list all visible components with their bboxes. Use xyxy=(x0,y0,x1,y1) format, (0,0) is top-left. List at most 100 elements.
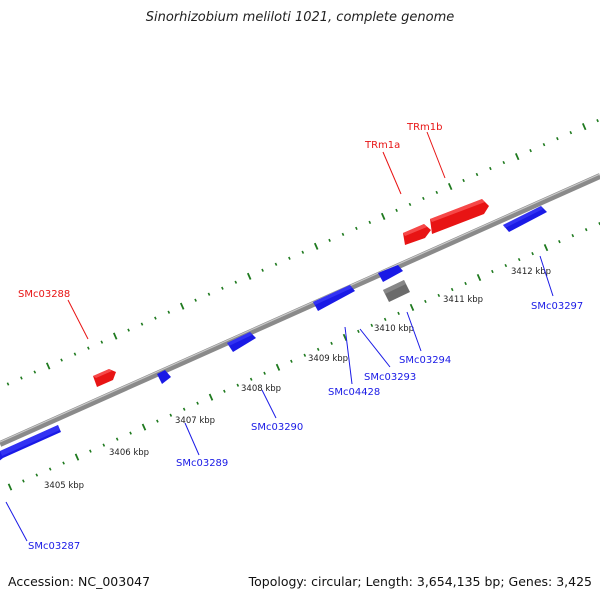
gene-feature-trm1a[interactable] xyxy=(403,224,431,245)
ruler-tick-track xyxy=(7,222,600,491)
leader-trm1b xyxy=(426,131,446,179)
tick-mark xyxy=(89,449,92,453)
tick-mark xyxy=(74,453,80,461)
tick-mark xyxy=(462,178,465,183)
ruler-label: 3407 kbp xyxy=(175,416,215,426)
ruler-label: 3408 kbp xyxy=(241,384,281,394)
tick-mark xyxy=(476,273,482,282)
tick-mark xyxy=(447,182,453,191)
tick-mark xyxy=(167,310,171,314)
tick-mark xyxy=(87,346,90,350)
tick-mark xyxy=(115,437,119,441)
ruler-label: 3410 kbp xyxy=(374,324,414,334)
gene-feature-smc03294[interactable] xyxy=(378,265,403,282)
tick-mark xyxy=(301,250,305,254)
gene-feature-smc03288[interactable] xyxy=(93,369,116,387)
gene-label-smc03288[interactable]: SMc03288 xyxy=(18,289,70,300)
tick-mark xyxy=(542,142,546,147)
genome-backbone xyxy=(0,173,600,447)
tick-mark xyxy=(558,239,561,244)
tick-mark xyxy=(45,362,51,370)
tick-mark xyxy=(475,172,479,177)
tick-mark xyxy=(234,280,238,284)
gene-label-trm1a[interactable]: TRm1a xyxy=(364,140,400,151)
tick-mark xyxy=(196,401,199,405)
tick-mark xyxy=(596,119,599,123)
tick-mark xyxy=(60,358,63,362)
tick-mark xyxy=(73,352,77,356)
gene-label-smc03290[interactable]: SMc03290 xyxy=(251,422,303,433)
tick-mark xyxy=(7,483,13,491)
gene-feature-trm1b[interactable] xyxy=(430,199,489,234)
tick-mark xyxy=(357,329,360,334)
leader-smc03290 xyxy=(261,389,277,419)
page-title: Sinorhizobium meliloti 1021, complete ge… xyxy=(145,10,455,25)
gene-feature-smc03293[interactable] xyxy=(313,285,355,311)
gene-feature-smc03287[interactable] xyxy=(0,425,61,462)
tick-mark xyxy=(517,257,521,262)
tick-mark xyxy=(316,347,320,351)
tick-mark xyxy=(290,359,293,363)
gene-label-smc03297[interactable]: SMc03297 xyxy=(531,301,583,312)
leader-trm1a xyxy=(382,151,402,195)
tick-mark xyxy=(531,251,534,256)
ruler-label: 3406 kbp xyxy=(109,448,149,458)
tick-mark xyxy=(112,332,118,340)
tick-mark xyxy=(6,382,10,386)
tick-mark xyxy=(288,256,291,260)
leader-smc03294 xyxy=(406,311,422,352)
tick-mark xyxy=(397,311,400,316)
tick-mark xyxy=(514,153,520,161)
tick-mark xyxy=(129,431,132,435)
ruler-label: 3409 kbp xyxy=(308,354,348,364)
ruler-label: 3411 kbp xyxy=(443,295,483,305)
gene-feature-smc03297[interactable] xyxy=(503,206,547,232)
tick-mark xyxy=(169,413,173,417)
tick-mark xyxy=(529,148,532,153)
tick-mark xyxy=(395,208,398,213)
tick-mark xyxy=(246,272,252,280)
tick-mark xyxy=(275,363,281,371)
leader-smc04428 xyxy=(344,326,353,385)
tick-mark xyxy=(330,341,333,345)
gene-feature-smc03289[interactable] xyxy=(157,370,171,384)
gene-label-smc03293[interactable]: SMc03293 xyxy=(364,372,416,383)
tick-mark xyxy=(543,244,549,252)
gene-label-smc04428[interactable]: SMc04428 xyxy=(328,387,380,398)
tick-mark xyxy=(571,233,575,238)
tick-mark xyxy=(569,130,573,135)
topology-text: Topology: circular; Length: 3,654,135 bp… xyxy=(248,574,592,589)
tick-mark xyxy=(328,238,331,242)
tick-mark xyxy=(33,370,37,374)
tick-mark xyxy=(261,268,264,272)
accession-text: Accession: NC_003047 xyxy=(8,574,151,589)
tick-mark xyxy=(102,443,106,447)
gene-feature-smc03290[interactable] xyxy=(227,332,256,352)
tick-mark xyxy=(208,393,214,401)
ruler-label: 3412 kbp xyxy=(511,267,551,277)
tick-mark xyxy=(368,220,372,225)
tick-mark xyxy=(584,228,588,232)
tick-mark xyxy=(380,212,386,220)
tick-mark xyxy=(355,226,358,231)
tick-mark xyxy=(249,377,253,381)
tick-mark xyxy=(207,292,211,296)
tick-mark xyxy=(221,286,224,290)
tick-mark xyxy=(491,269,494,274)
tick-mark xyxy=(341,232,345,236)
gene-label-smc03287[interactable]: SMc03287 xyxy=(28,541,80,552)
tick-mark xyxy=(127,328,130,332)
gene-label-smc03289[interactable]: SMc03289 xyxy=(176,458,228,469)
gene-label-trm1b[interactable]: TRm1b xyxy=(406,122,443,133)
tick-mark xyxy=(263,371,266,375)
gene-label-smc03294[interactable]: SMc03294 xyxy=(399,355,451,366)
genome-backbone-highlight xyxy=(0,173,600,443)
tick-mark xyxy=(20,376,23,380)
tick-mark xyxy=(422,196,425,201)
tick-mark xyxy=(383,317,387,322)
gene-feature-other[interactable] xyxy=(383,280,410,302)
tick-mark xyxy=(424,299,427,304)
tick-mark xyxy=(303,353,307,357)
leader-smc03293 xyxy=(359,328,391,368)
